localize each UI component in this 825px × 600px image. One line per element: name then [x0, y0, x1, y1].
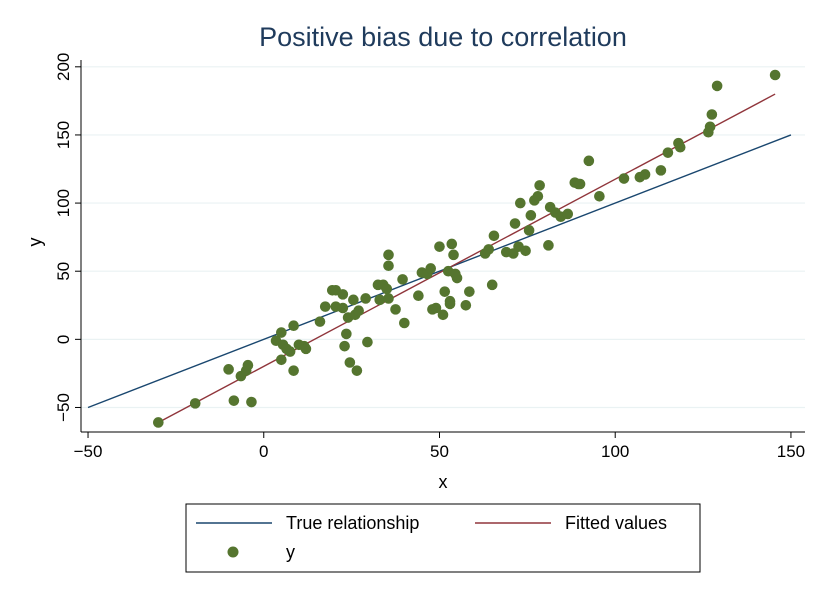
chart-title: Positive bias due to correlation [259, 22, 627, 52]
data-point [574, 178, 586, 190]
data-point [434, 241, 445, 252]
data-point [594, 190, 605, 202]
data-point [341, 328, 352, 340]
y-tick-label: 150 [54, 121, 73, 149]
data-point [639, 169, 651, 180]
data-point [483, 244, 494, 255]
y-tick-label: 50 [54, 262, 73, 281]
data-point [339, 340, 350, 352]
data-point [300, 343, 312, 355]
data-point [276, 327, 287, 338]
data-point [397, 274, 408, 285]
data-point [360, 293, 371, 304]
data-point [413, 290, 424, 302]
data-point [655, 165, 667, 176]
data-point [543, 240, 554, 251]
data-point [246, 396, 257, 408]
data-point [769, 69, 781, 81]
y-tick-label: 0 [54, 335, 73, 344]
data-point [486, 279, 498, 291]
points-layer [153, 69, 781, 428]
legend-y-marker [227, 546, 239, 558]
data-point [314, 316, 326, 327]
data-point [534, 180, 545, 191]
data-point [288, 365, 299, 376]
data-point [562, 208, 574, 220]
y-tick-label: 200 [54, 53, 73, 81]
data-point [425, 263, 436, 274]
data-point [383, 249, 394, 261]
data-point [337, 289, 349, 300]
x-tick-label: 100 [601, 442, 629, 461]
data-point [525, 210, 537, 221]
legend-true-relationship-label: True relationship [286, 513, 419, 533]
data-point [674, 141, 686, 153]
data-point [446, 238, 458, 250]
data-point [448, 249, 459, 261]
data-point [390, 304, 401, 315]
data-point [337, 302, 349, 314]
data-point [460, 299, 472, 311]
data-point [430, 302, 442, 314]
legend-y-label: y [286, 542, 295, 562]
data-point [451, 272, 463, 284]
data-point [583, 155, 595, 167]
data-point [284, 346, 296, 357]
data-point [228, 395, 240, 406]
data-point [618, 173, 630, 184]
y-axis-title: y [25, 238, 45, 247]
data-point [381, 283, 393, 295]
legend: True relationship Fitted values y [185, 503, 701, 573]
axes-layer: −50 0 50 100 150 200 −50 0 50 100 150 [54, 53, 805, 461]
data-point [523, 225, 535, 236]
legend-fitted-values-label: Fitted values [565, 513, 667, 533]
data-point [374, 294, 386, 306]
data-point [288, 320, 299, 332]
data-point [383, 293, 394, 304]
grid-layer [81, 66, 805, 409]
lines-layer [87, 93, 792, 424]
data-point [319, 301, 331, 312]
data-point [223, 364, 234, 375]
data-point [662, 147, 674, 158]
x-axis-title: x [439, 472, 448, 492]
x-tick-label: 50 [430, 442, 449, 461]
legend-box [185, 503, 701, 573]
data-point [242, 359, 254, 371]
data-point [153, 417, 164, 428]
fitted-values-line [157, 93, 776, 424]
data-point [383, 260, 394, 272]
y-tick-label: −50 [54, 393, 73, 422]
true-relationship-line [87, 134, 792, 409]
x-tick-label: −50 [74, 442, 103, 461]
data-point [520, 245, 531, 257]
y-tick-label: 100 [54, 189, 73, 217]
data-point [444, 298, 456, 310]
data-point [276, 354, 287, 366]
data-point [362, 336, 373, 348]
data-point [344, 357, 356, 368]
data-point [711, 80, 723, 92]
data-point [351, 365, 363, 376]
data-point [353, 305, 364, 317]
data-point [439, 286, 451, 297]
data-point [189, 398, 201, 409]
x-tick-label: 0 [259, 442, 268, 461]
x-tick-label: 150 [777, 442, 805, 461]
data-point [488, 230, 500, 242]
data-point [509, 218, 521, 229]
data-point [532, 190, 544, 202]
data-point [348, 294, 359, 306]
data-point [437, 309, 449, 321]
data-point [706, 109, 718, 120]
data-point [704, 121, 716, 133]
data-point [515, 197, 526, 209]
data-point [399, 317, 410, 329]
data-point [464, 286, 475, 297]
